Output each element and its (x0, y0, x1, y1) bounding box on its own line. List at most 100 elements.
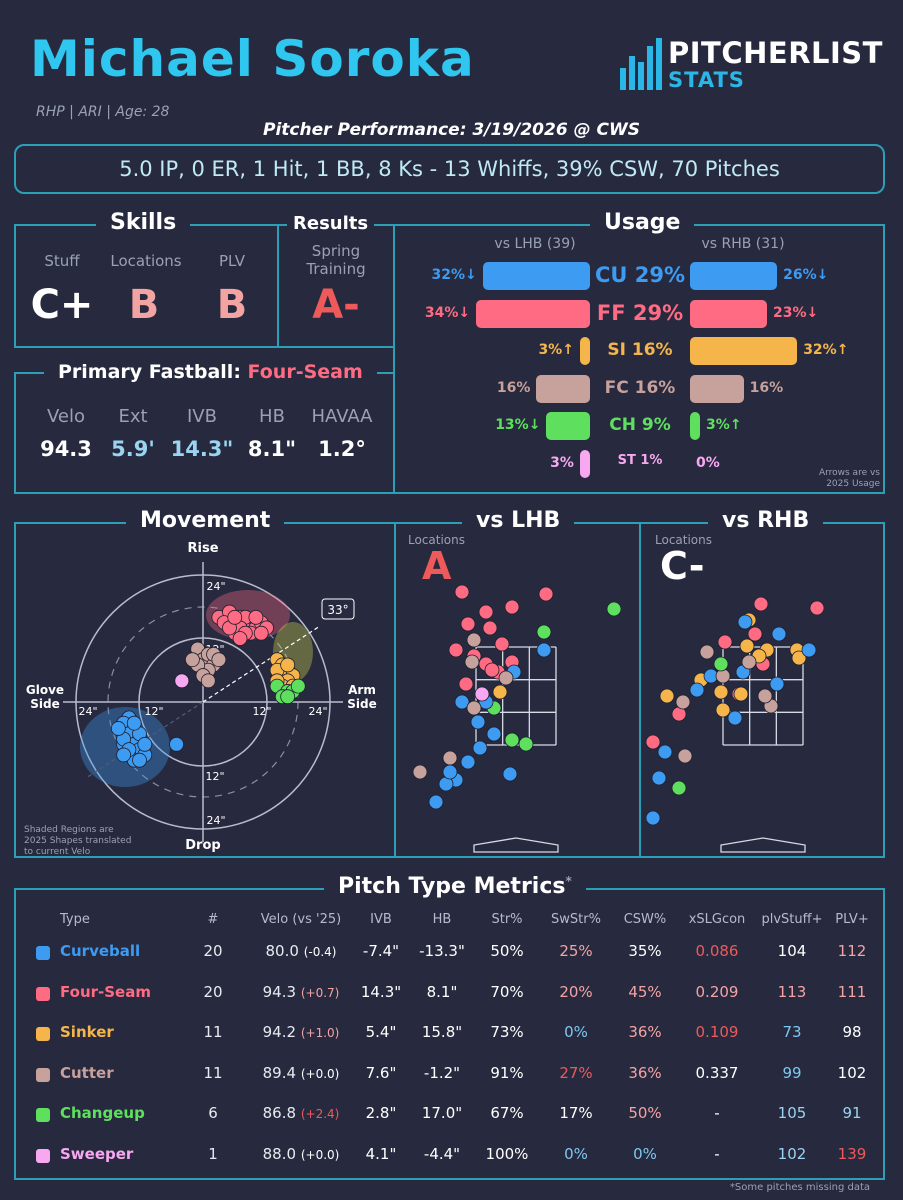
skill-label: Stuff (44, 252, 80, 270)
usage-pitch-label: CH 9% (609, 415, 671, 435)
metrics-header: Type (60, 912, 90, 927)
locations-rhb-chart (645, 596, 825, 853)
metrics-swstr: 0% (564, 1023, 588, 1041)
arm-angle-line (202, 625, 321, 703)
metrics-str: 100% (485, 1144, 529, 1163)
pitch-color-swatch (36, 1108, 50, 1122)
usage-rhb-pct: 16% (749, 379, 784, 396)
location-point-cu (442, 764, 458, 780)
usage-bar-rhb (690, 299, 768, 328)
movement-point-ff (253, 625, 269, 641)
location-point-fc (741, 654, 757, 670)
metrics-str: 70% (490, 982, 524, 1001)
metrics-xslg: 0.109 (695, 1023, 739, 1041)
metrics-header: Velo (vs '25) (260, 912, 342, 927)
metrics-csw: 35% (628, 942, 662, 960)
fastball-title-prefix: Primary Fastball: (58, 361, 241, 383)
location-point-si (791, 650, 807, 666)
fastball-stat-value: 14.3" (170, 437, 234, 461)
fastball-pitch: Four-Seam (247, 361, 363, 383)
location-point-cu (536, 642, 552, 658)
metrics-ivb: 4.1" (365, 1144, 397, 1163)
location-point-cu (737, 614, 753, 630)
location-point-fc (412, 764, 428, 780)
fastball-stat-label: Ext (118, 406, 148, 427)
drop-label: Drop (185, 838, 220, 853)
location-point-ch (504, 732, 520, 748)
metrics-xslg: 0.337 (695, 1063, 739, 1082)
fastball-stat-value: 8.1" (247, 437, 297, 461)
metrics-stuff: 73 (782, 1023, 802, 1041)
metrics-footnote: *Some pitches missing data (729, 1182, 870, 1193)
usage-bar-lhb (579, 337, 590, 365)
logo-subtext: STATS (668, 68, 745, 92)
fastball-stat-label: Velo (46, 406, 85, 427)
metrics-title-mark: * (565, 874, 572, 888)
glove-side-label-1: Glove (26, 683, 64, 697)
location-point-fc (442, 750, 458, 766)
usage-bar-rhb (690, 262, 778, 290)
metrics-type: Changeup (60, 1104, 145, 1122)
movement-note-3: to current Velo (24, 847, 91, 857)
usage-lhb-pct: 3%↑ (538, 342, 574, 358)
location-point-ch (606, 601, 622, 617)
location-point-ff (538, 586, 554, 602)
location-point-cu (801, 642, 817, 658)
movement-grid: 33°24"12"12"24"24"12"12"24" (63, 562, 355, 842)
movement-point-fc (211, 652, 227, 668)
location-point-cu (657, 744, 673, 760)
usage-pitch-label: CU 29% (594, 263, 686, 287)
metrics-velo: 94.3 (+0.7) (248, 983, 354, 1001)
location-point-ff (448, 642, 464, 658)
metrics-swstr: 17% (559, 1104, 593, 1122)
ring-label-left-24: 24" (78, 705, 97, 718)
ring-label-top-24: 24" (206, 580, 225, 593)
metrics-stuff: 102 (777, 1144, 807, 1163)
skill-label: Locations (110, 252, 182, 270)
metrics-hb: 8.1" (426, 982, 458, 1001)
usage-bar-lhb (482, 262, 590, 290)
usage-bar-lhb (476, 299, 590, 328)
usage-lhb-pct: 34%↓ (424, 304, 471, 321)
metrics-plv: 102 (837, 1063, 867, 1082)
metrics-velo-delta: (+0.0) (300, 1147, 340, 1162)
metrics-csw: 50% (628, 1104, 662, 1122)
location-point-fc (757, 688, 773, 704)
metrics-type: Curveball (60, 942, 141, 960)
movement-point-cu (132, 752, 147, 768)
usage-pitch-label: ST 1% (617, 452, 663, 468)
location-point-cu (454, 694, 470, 710)
metrics-str: 91% (490, 1063, 524, 1082)
movement-point-cu (126, 715, 142, 731)
metrics-velo-delta: (+2.4) (300, 1107, 340, 1121)
metrics-header: PLV+ (835, 912, 869, 927)
usage-lhb-pct: 3% (550, 454, 574, 471)
metrics-header: CSW% (623, 912, 667, 927)
usage-lhb-pct: 32%↓ (431, 267, 477, 283)
location-point-fc (466, 700, 482, 716)
metrics-xslg: - (714, 1144, 720, 1163)
pitcher-name: Michael Soroka (30, 30, 475, 88)
metrics-velo-delta: (+0.7) (300, 985, 340, 1000)
location-point-fc (498, 670, 514, 686)
metrics-swstr: 27% (559, 1063, 593, 1082)
fastball-stat-value: 94.3 (40, 437, 92, 461)
location-point-cu (470, 714, 486, 730)
metrics-swstr: 0% (564, 1144, 588, 1163)
metrics-count: 6 (208, 1104, 218, 1122)
metrics-hb: -4.4" (423, 1144, 461, 1163)
metrics-plv: 91 (842, 1104, 862, 1122)
metrics-velo: 88.0 (+0.0) (248, 1145, 354, 1163)
usage-bar-lhb (536, 374, 590, 403)
location-point-ff (809, 600, 825, 616)
metrics-velo: 80.0 (-0.4) (248, 942, 354, 960)
location-point-ff (753, 596, 769, 612)
usage-rhb-pct: 23%↓ (773, 304, 819, 321)
location-point-si (715, 702, 731, 718)
movement-point-cu (137, 736, 153, 752)
metrics-count: 11 (203, 1063, 223, 1082)
location-point-ff (478, 604, 494, 620)
metrics-hb: 17.0" (421, 1104, 463, 1122)
metrics-header: plvStuff+ (761, 912, 823, 927)
location-point-si (492, 684, 508, 700)
